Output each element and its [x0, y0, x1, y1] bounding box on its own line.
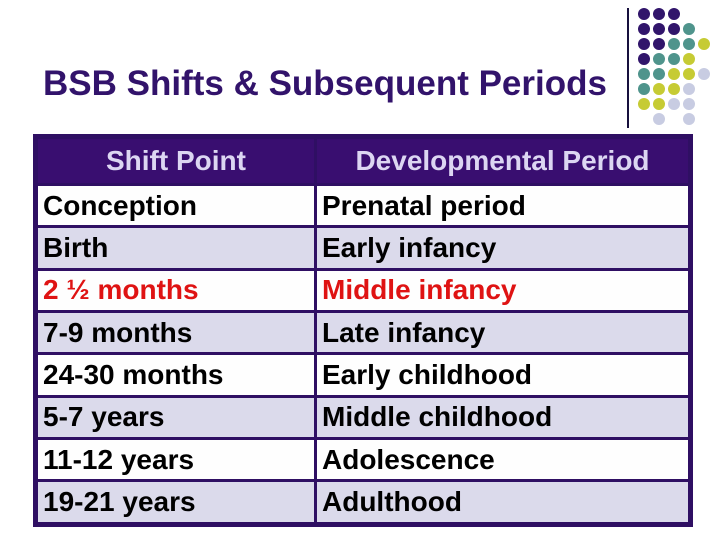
yellow-dot-icon: [683, 68, 695, 80]
period-cell: Middle childhood: [314, 394, 692, 441]
teal-dot-icon: [638, 68, 650, 80]
teal-dot-icon: [683, 38, 695, 50]
teal-dot-icon: [668, 38, 680, 50]
yellow-dot-icon: [683, 53, 695, 65]
period-cell: Early infancy: [314, 225, 692, 271]
column-header-shift-point: Shift Point: [34, 135, 317, 186]
lavender-dot-icon: [653, 113, 665, 125]
teal-dot-icon: [638, 83, 650, 95]
lavender-dot-icon: [683, 113, 695, 125]
shift-point-cell: Birth: [34, 225, 317, 271]
table-row: 19-21 years Adulthood: [34, 479, 692, 526]
teal-dot-icon: [653, 68, 665, 80]
shift-point-cell: 24-30 months: [34, 352, 317, 398]
table-row: Conception Prenatal period: [34, 182, 692, 229]
dot-pattern-decoration: [638, 8, 710, 125]
shift-point-cell: 7-9 months: [34, 310, 317, 356]
table-row: 2 ½ months Middle infancy: [34, 267, 692, 314]
purple-dot-icon: [668, 23, 680, 35]
shift-point-cell: 5-7 years: [34, 394, 317, 441]
empty-dot-slot: [668, 113, 680, 125]
empty-dot-slot: [683, 8, 695, 20]
purple-dot-icon: [653, 8, 665, 20]
empty-dot-slot: [698, 23, 710, 35]
lavender-dot-icon: [668, 98, 680, 110]
empty-dot-slot: [698, 53, 710, 65]
shift-point-cell: 11-12 years: [34, 437, 317, 483]
periods-table: Shift Point Developmental Period Concept…: [33, 134, 693, 527]
period-cell: Middle infancy: [314, 267, 692, 314]
period-cell: Adolescence: [314, 437, 692, 483]
purple-dot-icon: [638, 8, 650, 20]
period-cell: Adulthood: [314, 479, 692, 526]
teal-dot-icon: [668, 53, 680, 65]
yellow-dot-icon: [668, 83, 680, 95]
table-row: 7-9 months Late infancy: [34, 310, 692, 356]
shift-point-cell: 2 ½ months: [34, 267, 317, 314]
table-row: Birth Early infancy: [34, 225, 692, 271]
teal-dot-icon: [653, 53, 665, 65]
purple-dot-icon: [653, 23, 665, 35]
purple-dot-icon: [638, 53, 650, 65]
purple-dot-icon: [653, 38, 665, 50]
empty-dot-slot: [638, 113, 650, 125]
period-cell: Late infancy: [314, 310, 692, 356]
empty-dot-slot: [698, 8, 710, 20]
lavender-dot-icon: [698, 68, 710, 80]
vertical-line-decoration: [627, 8, 629, 128]
purple-dot-icon: [668, 8, 680, 20]
table-row: 11-12 years Adolescence: [34, 437, 692, 483]
yellow-dot-icon: [638, 98, 650, 110]
table-row: 5-7 years Middle childhood: [34, 394, 692, 441]
table-row: 24-30 months Early childhood: [34, 352, 692, 398]
lavender-dot-icon: [683, 98, 695, 110]
period-cell: Early childhood: [314, 352, 692, 398]
lavender-dot-icon: [683, 83, 695, 95]
purple-dot-icon: [638, 23, 650, 35]
yellow-dot-icon: [653, 98, 665, 110]
period-cell: Prenatal period: [314, 182, 692, 229]
table-header-row: Shift Point Developmental Period: [34, 135, 692, 186]
shift-point-cell: 19-21 years: [34, 479, 317, 526]
empty-dot-slot: [698, 98, 710, 110]
yellow-dot-icon: [653, 83, 665, 95]
empty-dot-slot: [698, 113, 710, 125]
column-header-developmental-period: Developmental Period: [314, 135, 692, 186]
slide-title: BSB Shifts & Subsequent Periods: [43, 64, 607, 103]
yellow-dot-icon: [698, 38, 710, 50]
empty-dot-slot: [698, 83, 710, 95]
shift-point-cell: Conception: [34, 182, 317, 229]
purple-dot-icon: [638, 38, 650, 50]
teal-dot-icon: [683, 23, 695, 35]
yellow-dot-icon: [668, 68, 680, 80]
